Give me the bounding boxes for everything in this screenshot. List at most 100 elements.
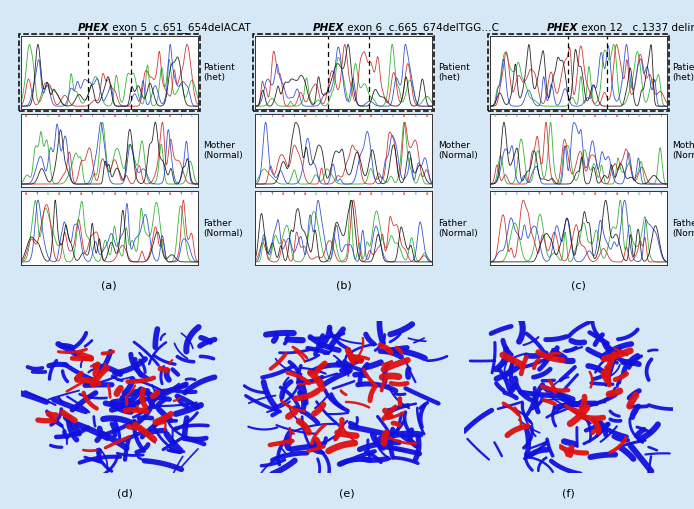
- Text: Patient
(het): Patient (het): [672, 63, 694, 82]
- Text: G: G: [47, 192, 49, 196]
- Text: T: T: [550, 114, 552, 118]
- Text: C: C: [604, 192, 607, 196]
- Text: T: T: [337, 114, 339, 118]
- Text: A: A: [616, 192, 618, 196]
- Text: T: T: [180, 114, 182, 118]
- Text: C: C: [516, 192, 518, 196]
- Text: (b): (b): [336, 280, 352, 291]
- Text: (a): (a): [101, 280, 117, 291]
- Text: C: C: [191, 114, 193, 118]
- Text: (e): (e): [339, 489, 355, 499]
- Text: A: A: [58, 114, 60, 118]
- Text: Patient
(het): Patient (het): [438, 63, 470, 82]
- Text: T: T: [92, 114, 94, 118]
- Text: A: A: [304, 192, 306, 196]
- Text: A: A: [169, 192, 171, 196]
- Text: A: A: [282, 114, 284, 118]
- Text: C: C: [191, 192, 193, 196]
- Text: G: G: [348, 192, 350, 196]
- Text: G: G: [135, 192, 138, 196]
- Text: G: G: [315, 192, 317, 196]
- Text: A: A: [81, 192, 83, 196]
- Text: T: T: [124, 114, 127, 118]
- Text: C: C: [604, 114, 607, 118]
- Text: A: A: [370, 192, 373, 196]
- Text: G: G: [135, 114, 138, 118]
- Text: Mother
(Normal): Mother (Normal): [203, 140, 243, 160]
- Text: A: A: [113, 114, 116, 118]
- Text: C: C: [103, 192, 105, 196]
- Text: G: G: [505, 114, 507, 118]
- Text: A: A: [58, 192, 60, 196]
- Text: C: C: [381, 192, 384, 196]
- Text: exon 12   c.1337 delinsAATAA: exon 12 c.1337 delinsAATAA: [578, 23, 694, 33]
- Text: A: A: [25, 114, 27, 118]
- Text: G: G: [348, 114, 350, 118]
- Text: T: T: [293, 192, 295, 196]
- Text: G: G: [505, 192, 507, 196]
- Text: T: T: [69, 192, 71, 196]
- Text: A: A: [169, 114, 171, 118]
- Text: G: G: [494, 192, 496, 196]
- Text: T: T: [158, 114, 160, 118]
- Text: C: C: [103, 114, 105, 118]
- Text: C: C: [527, 114, 530, 118]
- Text: Father
(Normal): Father (Normal): [203, 218, 243, 238]
- Text: T: T: [550, 192, 552, 196]
- Text: T: T: [627, 192, 629, 196]
- Text: T: T: [36, 114, 38, 118]
- Text: G: G: [638, 192, 641, 196]
- Text: A: A: [425, 192, 428, 196]
- Text: T: T: [572, 114, 574, 118]
- Text: A: A: [113, 192, 116, 196]
- Text: A: A: [25, 192, 27, 196]
- Text: C: C: [527, 192, 530, 196]
- Text: A: A: [403, 192, 406, 196]
- Text: A: A: [425, 114, 428, 118]
- Text: A: A: [616, 114, 618, 118]
- Text: PHEX: PHEX: [547, 23, 578, 33]
- Text: A: A: [561, 192, 563, 196]
- Text: C: C: [414, 192, 416, 196]
- Text: A: A: [370, 114, 373, 118]
- Text: Mother
(Normal): Mother (Normal): [438, 140, 477, 160]
- Text: C: C: [326, 114, 328, 118]
- Text: C: C: [414, 114, 416, 118]
- Text: (f): (f): [562, 489, 575, 499]
- Text: A: A: [146, 192, 149, 196]
- Text: C: C: [649, 114, 651, 118]
- Text: C: C: [392, 192, 395, 196]
- Text: T: T: [124, 192, 127, 196]
- Text: (c): (c): [571, 280, 586, 291]
- Text: A: A: [359, 192, 362, 196]
- Text: G: G: [47, 114, 49, 118]
- Text: PHEX: PHEX: [312, 23, 344, 33]
- Text: G: G: [582, 192, 585, 196]
- Text: G: G: [315, 114, 317, 118]
- Text: A: A: [282, 192, 284, 196]
- Text: A: A: [561, 114, 563, 118]
- Text: T: T: [36, 192, 38, 196]
- Text: G: G: [494, 114, 496, 118]
- Text: C: C: [381, 114, 384, 118]
- Text: T: T: [271, 192, 273, 196]
- Text: T: T: [660, 114, 662, 118]
- Text: T: T: [158, 192, 160, 196]
- Text: C: C: [326, 192, 328, 196]
- Text: PHEX: PHEX: [78, 23, 110, 33]
- Text: A: A: [593, 192, 596, 196]
- Text: A: A: [593, 114, 596, 118]
- Text: Father
(Normal): Father (Normal): [438, 218, 477, 238]
- Text: C: C: [392, 114, 395, 118]
- Text: G: G: [582, 114, 585, 118]
- Text: T: T: [539, 114, 541, 118]
- Text: A: A: [304, 114, 306, 118]
- Text: (d): (d): [117, 489, 133, 499]
- Text: A: A: [81, 114, 83, 118]
- Text: T: T: [337, 192, 339, 196]
- Text: T: T: [69, 114, 71, 118]
- Text: T: T: [660, 192, 662, 196]
- Text: C: C: [649, 192, 651, 196]
- Text: T: T: [627, 114, 629, 118]
- Text: Father
(Normal): Father (Normal): [672, 218, 694, 238]
